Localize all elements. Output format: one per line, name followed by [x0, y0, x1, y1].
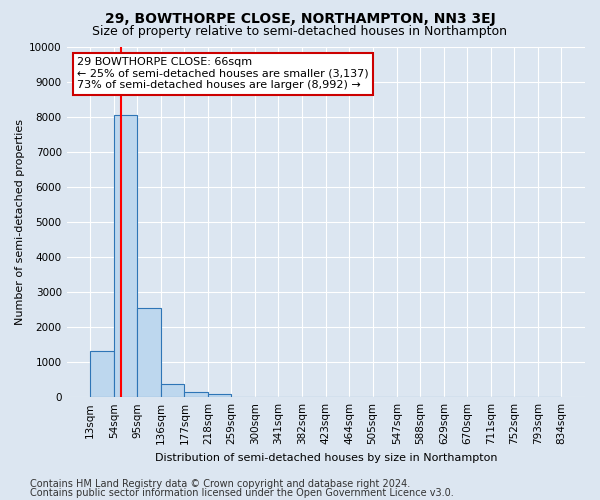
- X-axis label: Distribution of semi-detached houses by size in Northampton: Distribution of semi-detached houses by …: [155, 452, 497, 462]
- Text: Size of property relative to semi-detached houses in Northampton: Size of property relative to semi-detach…: [92, 25, 508, 38]
- Bar: [161, 384, 184, 397]
- Text: 29 BOWTHORPE CLOSE: 66sqm
← 25% of semi-detached houses are smaller (3,137)
73% : 29 BOWTHORPE CLOSE: 66sqm ← 25% of semi-…: [77, 57, 368, 90]
- Y-axis label: Number of semi-detached properties: Number of semi-detached properties: [15, 119, 25, 325]
- Text: 29, BOWTHORPE CLOSE, NORTHAMPTON, NN3 3EJ: 29, BOWTHORPE CLOSE, NORTHAMPTON, NN3 3E…: [104, 12, 496, 26]
- Bar: [184, 392, 208, 397]
- Bar: [114, 115, 137, 397]
- Text: Contains HM Land Registry data © Crown copyright and database right 2024.: Contains HM Land Registry data © Crown c…: [30, 479, 410, 489]
- Bar: [208, 394, 232, 397]
- Bar: [137, 308, 161, 397]
- Text: Contains public sector information licensed under the Open Government Licence v3: Contains public sector information licen…: [30, 488, 454, 498]
- Bar: [90, 351, 114, 397]
